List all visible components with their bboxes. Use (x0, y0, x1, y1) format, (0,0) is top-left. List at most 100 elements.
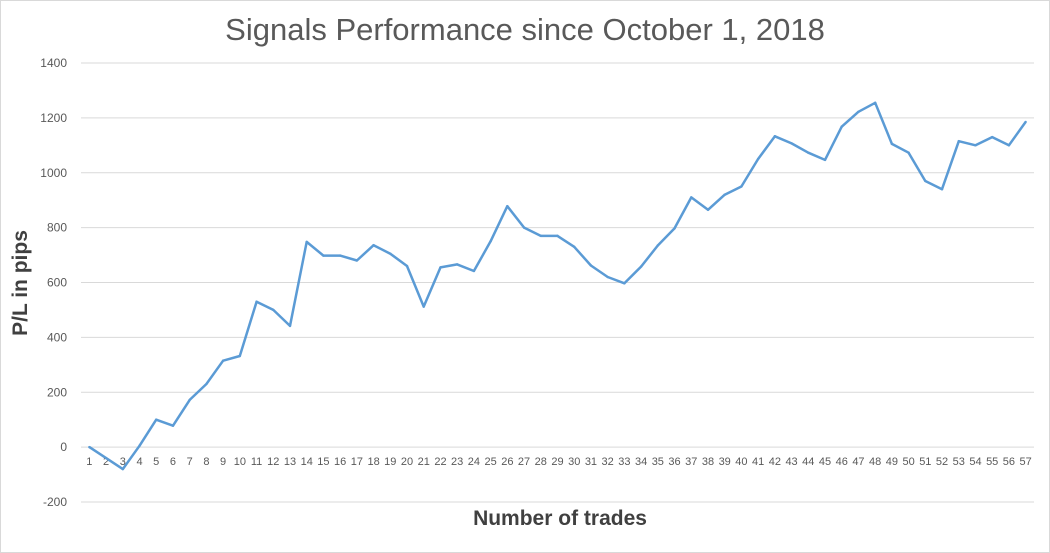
data-point (873, 101, 877, 104)
data-point (121, 467, 124, 471)
x-axis-label: Number of trades (473, 507, 647, 530)
x-tick-label: 2 (103, 456, 109, 468)
x-tick-label: 43 (785, 456, 797, 468)
y-tick-label: 1400 (40, 56, 67, 70)
data-point (539, 234, 542, 238)
data-point (272, 308, 275, 312)
data-point (723, 193, 726, 196)
data-point (1007, 144, 1011, 147)
x-tick-label: 4 (136, 456, 142, 468)
x-tick-label: 46 (836, 456, 848, 468)
data-point (706, 208, 710, 211)
y-tick-label: 800 (47, 221, 67, 235)
data-point (623, 282, 626, 285)
data-point (372, 243, 375, 247)
y-tick-label: 600 (47, 276, 67, 290)
data-point (322, 254, 325, 257)
data-point (171, 424, 175, 427)
data-point (656, 244, 660, 247)
x-tick-label: 55 (986, 456, 998, 468)
data-point (138, 444, 141, 447)
data-point (807, 151, 810, 154)
x-tick-label: 54 (969, 456, 981, 468)
x-tick-label: 52 (936, 456, 948, 468)
x-tick-label: 41 (752, 456, 764, 468)
data-point (489, 240, 492, 243)
data-point (188, 398, 191, 402)
x-tick-label: 38 (702, 456, 714, 468)
data-point (472, 269, 476, 273)
data-point (823, 158, 827, 162)
data-point (756, 157, 760, 161)
x-tick-label: 50 (902, 456, 914, 468)
x-tick-label: 16 (334, 456, 346, 468)
x-tick-label: 29 (551, 456, 563, 468)
data-point (522, 226, 526, 229)
data-point (773, 135, 777, 138)
x-tick-label: 30 (568, 456, 580, 468)
x-tick-label: 3 (120, 456, 126, 468)
data-point (556, 234, 559, 238)
x-tick-label: 10 (234, 456, 246, 468)
x-tick-label: 48 (869, 456, 881, 468)
x-tick-label: 49 (886, 456, 898, 468)
data-point (690, 196, 693, 199)
x-tick-label: 35 (652, 456, 664, 468)
data-point (924, 179, 927, 183)
x-tick-labels: 1 2 3 4 5 6 7 8 9 10 11 12 13 14 15 16 17 18 19 20 21 22 23 24 2… (86, 456, 1031, 468)
data-point (338, 254, 342, 257)
data-point (455, 263, 459, 266)
x-tick-label: 12 (267, 456, 279, 468)
x-tick-label: 36 (668, 456, 680, 468)
y-tick-label: 400 (47, 330, 67, 344)
data-point (1024, 120, 1027, 124)
data-point (673, 227, 676, 230)
x-tick-label: 22 (434, 456, 446, 468)
x-tick-label: 44 (802, 456, 814, 468)
x-tick-label: 39 (719, 456, 731, 468)
x-tick-label: 34 (635, 456, 647, 468)
data-point (305, 240, 308, 244)
data-point (890, 142, 894, 146)
x-tick-label: 51 (919, 456, 931, 468)
x-tick-label: 17 (351, 456, 363, 468)
data-point (639, 265, 643, 268)
x-tick-label: 37 (685, 456, 697, 468)
x-tick-label: 8 (203, 456, 209, 468)
data-point (355, 259, 359, 262)
x-tick-label: 18 (367, 456, 379, 468)
data-point (389, 252, 392, 255)
data-point (857, 110, 860, 114)
data-point (740, 185, 743, 188)
series-line (88, 101, 1027, 471)
data-point (840, 125, 843, 128)
y-tick-labels: -200 0 200 400 600 800 1000 1200 1400 (40, 56, 67, 509)
y-tick-label: 200 (47, 385, 67, 399)
x-tick-label: 21 (418, 456, 430, 468)
data-point (88, 445, 91, 449)
data-point (221, 359, 225, 362)
data-point (405, 264, 409, 268)
data-point (991, 135, 994, 139)
data-point (506, 205, 509, 208)
data-point (589, 264, 593, 267)
x-tick-label: 56 (1003, 456, 1015, 468)
x-tick-label: 11 (251, 456, 262, 468)
x-tick-label: 25 (484, 456, 496, 468)
x-tick-label: 23 (451, 456, 463, 468)
x-tick-label: 40 (735, 456, 747, 468)
data-point (238, 354, 242, 358)
x-tick-label: 19 (384, 456, 396, 468)
x-tick-label: 7 (187, 456, 193, 468)
data-point (606, 275, 609, 279)
chart-title: Signals Performance since October 1, 201… (225, 12, 825, 47)
x-tick-label: 13 (284, 456, 296, 468)
x-tick-label: 33 (618, 456, 630, 468)
data-point (155, 418, 158, 421)
x-tick-label: 32 (602, 456, 614, 468)
x-tick-label: 31 (585, 456, 597, 468)
data-point (205, 382, 208, 386)
x-tick-label: 45 (819, 456, 831, 468)
